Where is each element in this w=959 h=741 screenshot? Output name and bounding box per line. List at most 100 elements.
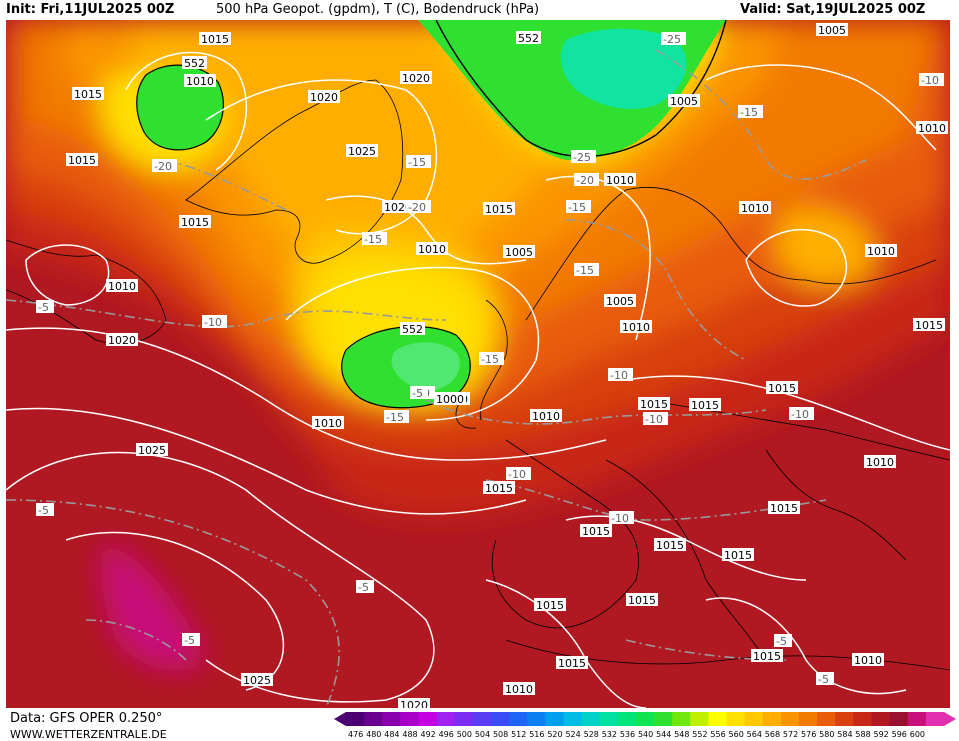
isobar-label-box <box>106 333 138 346</box>
colorbar-swatch <box>581 712 601 726</box>
isobar-label-text: 1015 <box>768 382 796 395</box>
geopotential-label: 552 <box>516 31 541 45</box>
isotherm-label-box <box>202 315 227 328</box>
colorbar-tick-label: 476 <box>348 730 363 739</box>
isobar-label: 1000 <box>434 392 466 406</box>
geopotential-label-text: 552 <box>402 323 423 336</box>
colorbar-tick-label: 600 <box>910 730 925 739</box>
colorbar-swatch <box>654 712 673 726</box>
isobar-label-box <box>346 144 378 157</box>
isotherm-label-box <box>609 511 634 524</box>
geopotential-label-box <box>400 322 425 335</box>
isotherm-label: -15 <box>384 410 409 424</box>
isobar-label-text: 1015 <box>753 650 781 663</box>
colorbar-tick-label: 548 <box>674 730 689 739</box>
isobar-label: 1010 <box>620 320 652 334</box>
isobar-label-box <box>620 320 652 333</box>
isotherm-label-box <box>410 386 428 399</box>
isobar-label-box <box>766 381 798 394</box>
isobar-label-text: 1015 <box>485 482 513 495</box>
isobar-label: 1005 <box>816 23 848 37</box>
isotherm-label: -15 <box>406 155 431 169</box>
isobar-label-text: 1010 <box>622 321 650 334</box>
map-title: 500 hPa Geopot. (gpdm), T (C), Bodendruc… <box>216 2 540 17</box>
colorbar-tick-label: 556 <box>710 730 725 739</box>
weather-map: 1015 1010 1015 1015 1015 1010 1020 1025 1025 1020… <box>6 20 950 708</box>
colorbar-tick-label: 568 <box>765 730 780 739</box>
colorbar-tick-label: 564 <box>747 730 762 739</box>
colorbar-right-arrow <box>944 712 956 726</box>
isotherm-label: -15 <box>574 263 599 277</box>
isobar-label-box <box>638 397 670 410</box>
isobar-label-box <box>503 245 535 258</box>
isobar-label-text: 1015 <box>68 154 96 167</box>
isobar-label: 1010 <box>312 416 344 430</box>
colorbar-tick-label: 528 <box>584 730 599 739</box>
contour-labels: 1015 1010 1015 1015 1015 1010 1020 1025 1025 1020… <box>36 23 948 708</box>
isotherm-label: -20 <box>152 159 177 173</box>
isobar-label-box <box>483 481 515 494</box>
isotherm-label: -10 <box>506 467 531 481</box>
isobar-label: 1025 <box>136 443 168 457</box>
colorbar-swatch <box>527 712 546 726</box>
isotherm-label-text: -10 <box>791 408 809 421</box>
isobar-label-box <box>534 598 566 611</box>
isobar-label: 1005 <box>668 94 700 108</box>
colorbar-tick-label: 516 <box>529 730 544 739</box>
isotherm-label-box <box>574 173 599 186</box>
isotherm-label: -15 <box>738 105 763 119</box>
isobar-label: 1010 <box>604 173 636 187</box>
isotherm-label-box <box>36 300 54 313</box>
data-source: Data: GFS OPER 0.250° <box>10 711 163 726</box>
isobar-label-text: 1000 <box>436 393 464 406</box>
isobar-label: 1010 <box>864 455 896 469</box>
isotherm-label: -25 <box>661 32 686 46</box>
isobar-label-text: 1015 <box>915 319 943 332</box>
isobar-label: 1010 <box>916 121 948 135</box>
isobar-label-box <box>308 90 340 103</box>
isobar-label-text: 1015 <box>770 502 798 515</box>
colorbar-tick-label: 572 <box>783 730 798 739</box>
colorbar-tick-label: 560 <box>729 730 744 739</box>
isobar-label: 1010 <box>106 279 138 293</box>
colorbar-swatch <box>364 712 383 726</box>
isobar-label-text: 1010 <box>314 417 342 430</box>
colorbar-swatch <box>436 712 456 726</box>
isotherm-label-text: -20 <box>154 160 172 173</box>
isobar-label-box <box>722 548 754 561</box>
isotherm-label-box <box>182 633 200 646</box>
isotherm-label: -10 <box>789 407 814 421</box>
isobar-label-text: 1010 <box>918 122 946 135</box>
low-core-arctic <box>560 28 687 110</box>
isobar-label: 1015 <box>768 501 800 515</box>
colorbar-swatch <box>672 712 691 726</box>
isotherm-label-text: -20 <box>408 201 426 214</box>
isobar-label: 1015 <box>199 32 231 46</box>
isobar-label-box <box>241 673 273 686</box>
colorbar-swatch <box>509 712 528 726</box>
colorbar-swatch <box>400 712 419 726</box>
isobar-label-box <box>604 294 636 307</box>
colorbar-tick-label: 552 <box>692 730 707 739</box>
isotherm-label-text: -10 <box>645 413 663 426</box>
isobar-label-text: 1010 <box>108 280 136 293</box>
isobar-label-box <box>434 392 466 405</box>
isotherm-label-text: -25 <box>573 151 591 164</box>
colorbar-tick-label: 592 <box>874 730 889 739</box>
geopotential-label: 552 <box>182 56 207 70</box>
isobar-label-text: 1020 <box>402 72 430 85</box>
geopotential-label-text: 552 <box>518 32 539 45</box>
colorbar-tick-label: 596 <box>892 730 907 739</box>
colorbar-tick-label: 488 <box>402 730 417 739</box>
geopotential-label-box <box>182 56 207 69</box>
colorbar-tick-label: 532 <box>602 730 617 739</box>
isobar-label-text: 1005 <box>670 95 698 108</box>
isobar-label: 1005 <box>604 294 636 308</box>
isotherm-label: -5 <box>774 634 792 648</box>
isobar-label-box <box>852 653 884 666</box>
isobar-label-text: 1020 <box>310 91 338 104</box>
isobar-label: 1010 <box>852 653 884 667</box>
isobar-label-text: 1010 <box>186 75 214 88</box>
isobar-label-text: 1015 <box>74 88 102 101</box>
colorbar-tick-label: 508 <box>493 730 508 739</box>
